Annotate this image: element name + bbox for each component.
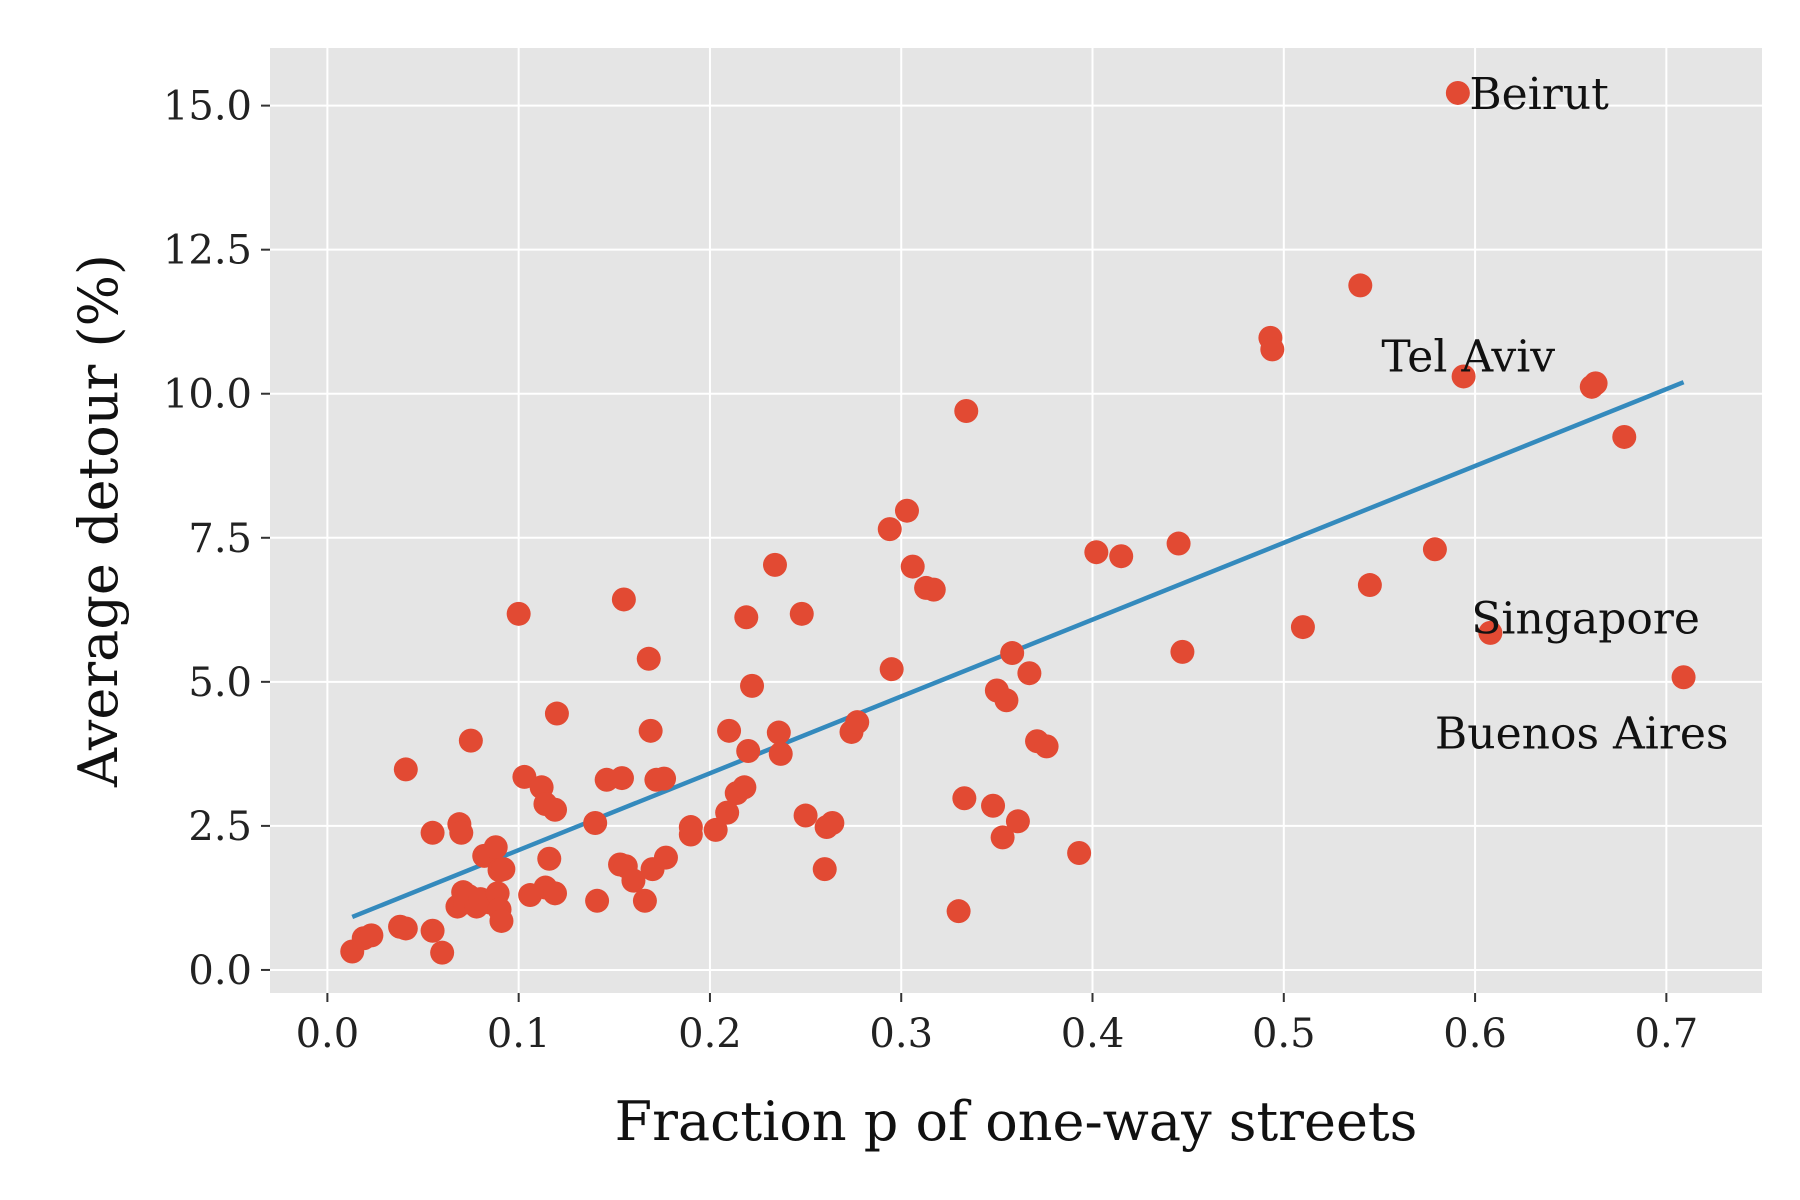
- data-point: [653, 845, 678, 870]
- data-point: [1166, 531, 1191, 556]
- data-point: [994, 688, 1019, 713]
- city-annotation: Beirut: [1469, 69, 1609, 120]
- data-point: [1067, 840, 1092, 865]
- data-point: [1671, 665, 1696, 690]
- data-point: [952, 786, 977, 811]
- x-tick-label: 0.7: [1635, 1011, 1699, 1057]
- data-points: [340, 80, 1696, 965]
- data-point: [512, 764, 537, 789]
- x-tick-label: 0.6: [1443, 1011, 1507, 1057]
- data-point: [1290, 615, 1315, 640]
- data-point: [632, 888, 657, 913]
- data-point: [715, 800, 740, 825]
- data-point: [489, 908, 514, 933]
- data-point: [736, 738, 761, 763]
- data-point: [420, 918, 445, 943]
- data-point: [393, 757, 418, 782]
- data-point: [946, 899, 971, 924]
- data-point: [585, 888, 610, 913]
- y-tick-label: 12.5: [163, 228, 252, 274]
- city-annotation: Singapore: [1471, 593, 1700, 644]
- data-point: [1422, 537, 1447, 562]
- data-point: [921, 577, 946, 602]
- data-point: [789, 601, 814, 626]
- y-tick-label: 15.0: [163, 84, 252, 130]
- x-tick-label: 0.0: [296, 1011, 360, 1057]
- x-axis-label: Fraction p of one-way streets: [615, 1090, 1418, 1153]
- data-point: [1005, 809, 1030, 834]
- data-point: [621, 868, 646, 893]
- data-point: [543, 797, 568, 822]
- data-point: [1478, 620, 1503, 645]
- data-point: [430, 940, 455, 965]
- x-tick-label: 0.1: [487, 1011, 551, 1057]
- data-point: [954, 399, 979, 424]
- data-point: [812, 857, 837, 882]
- data-point: [1612, 424, 1637, 449]
- data-point: [1357, 573, 1382, 598]
- data-point: [879, 657, 904, 682]
- data-point: [543, 881, 568, 906]
- data-point: [537, 846, 562, 871]
- data-point: [877, 517, 902, 542]
- data-point: [1000, 641, 1025, 666]
- data-point: [845, 710, 870, 735]
- y-tick-label: 5.0: [188, 660, 252, 706]
- data-point: [740, 673, 765, 698]
- data-point: [1583, 371, 1608, 396]
- data-point: [793, 803, 818, 828]
- data-point: [491, 857, 516, 882]
- x-tick-label: 0.3: [869, 1011, 933, 1057]
- data-point: [1034, 734, 1059, 759]
- data-point: [820, 811, 845, 836]
- data-point: [583, 811, 608, 836]
- annotations: Beirut Tel Aviv Singapore Buenos Aires: [1381, 69, 1728, 760]
- x-tick-label: 0.4: [1061, 1011, 1125, 1057]
- city-annotation: Buenos Aires: [1435, 709, 1729, 760]
- x-tick-label: 0.2: [678, 1011, 742, 1057]
- data-point: [732, 775, 757, 800]
- x-tick-label: 0.5: [1252, 1011, 1316, 1057]
- data-point: [506, 601, 531, 626]
- data-point: [1017, 661, 1042, 686]
- data-point: [1109, 544, 1134, 569]
- data-point: [717, 718, 742, 743]
- data-point: [900, 554, 925, 579]
- data-point: [359, 923, 384, 948]
- data-point: [1451, 364, 1476, 389]
- data-point: [652, 766, 677, 791]
- data-point: [1170, 639, 1195, 664]
- data-point: [1445, 80, 1470, 105]
- y-tick-label: 10.0: [163, 372, 252, 418]
- data-point: [393, 916, 418, 941]
- data-point: [483, 835, 508, 860]
- data-point: [544, 701, 569, 726]
- y-axis-label: Average detour (%): [67, 254, 130, 788]
- data-point: [703, 817, 728, 842]
- data-point: [768, 741, 793, 766]
- data-point: [1260, 337, 1285, 362]
- data-point: [638, 718, 663, 743]
- data-point: [894, 498, 919, 523]
- data-point: [449, 820, 474, 845]
- data-point: [611, 587, 636, 612]
- y-tick-label: 7.5: [188, 516, 252, 562]
- data-point: [609, 766, 634, 791]
- data-point: [981, 793, 1006, 818]
- data-point: [1348, 273, 1373, 298]
- data-point: [420, 820, 445, 845]
- data-point: [734, 605, 759, 630]
- y-tick-label: 0.0: [188, 948, 252, 994]
- axis-ticks: 0.0 0.1 0.2 0.3 0.4 0.5 0.6 0.7 0.0 2.5 5.0 7.5 10.0…: [163, 84, 1698, 1057]
- city-annotation: Tel Aviv: [1381, 331, 1555, 382]
- data-point: [762, 552, 787, 577]
- data-point: [636, 646, 661, 671]
- data-point: [766, 720, 791, 745]
- data-point: [678, 822, 703, 847]
- y-tick-label: 2.5: [188, 804, 252, 850]
- data-point: [458, 728, 483, 753]
- data-point: [1084, 540, 1109, 565]
- data-point: [990, 825, 1015, 850]
